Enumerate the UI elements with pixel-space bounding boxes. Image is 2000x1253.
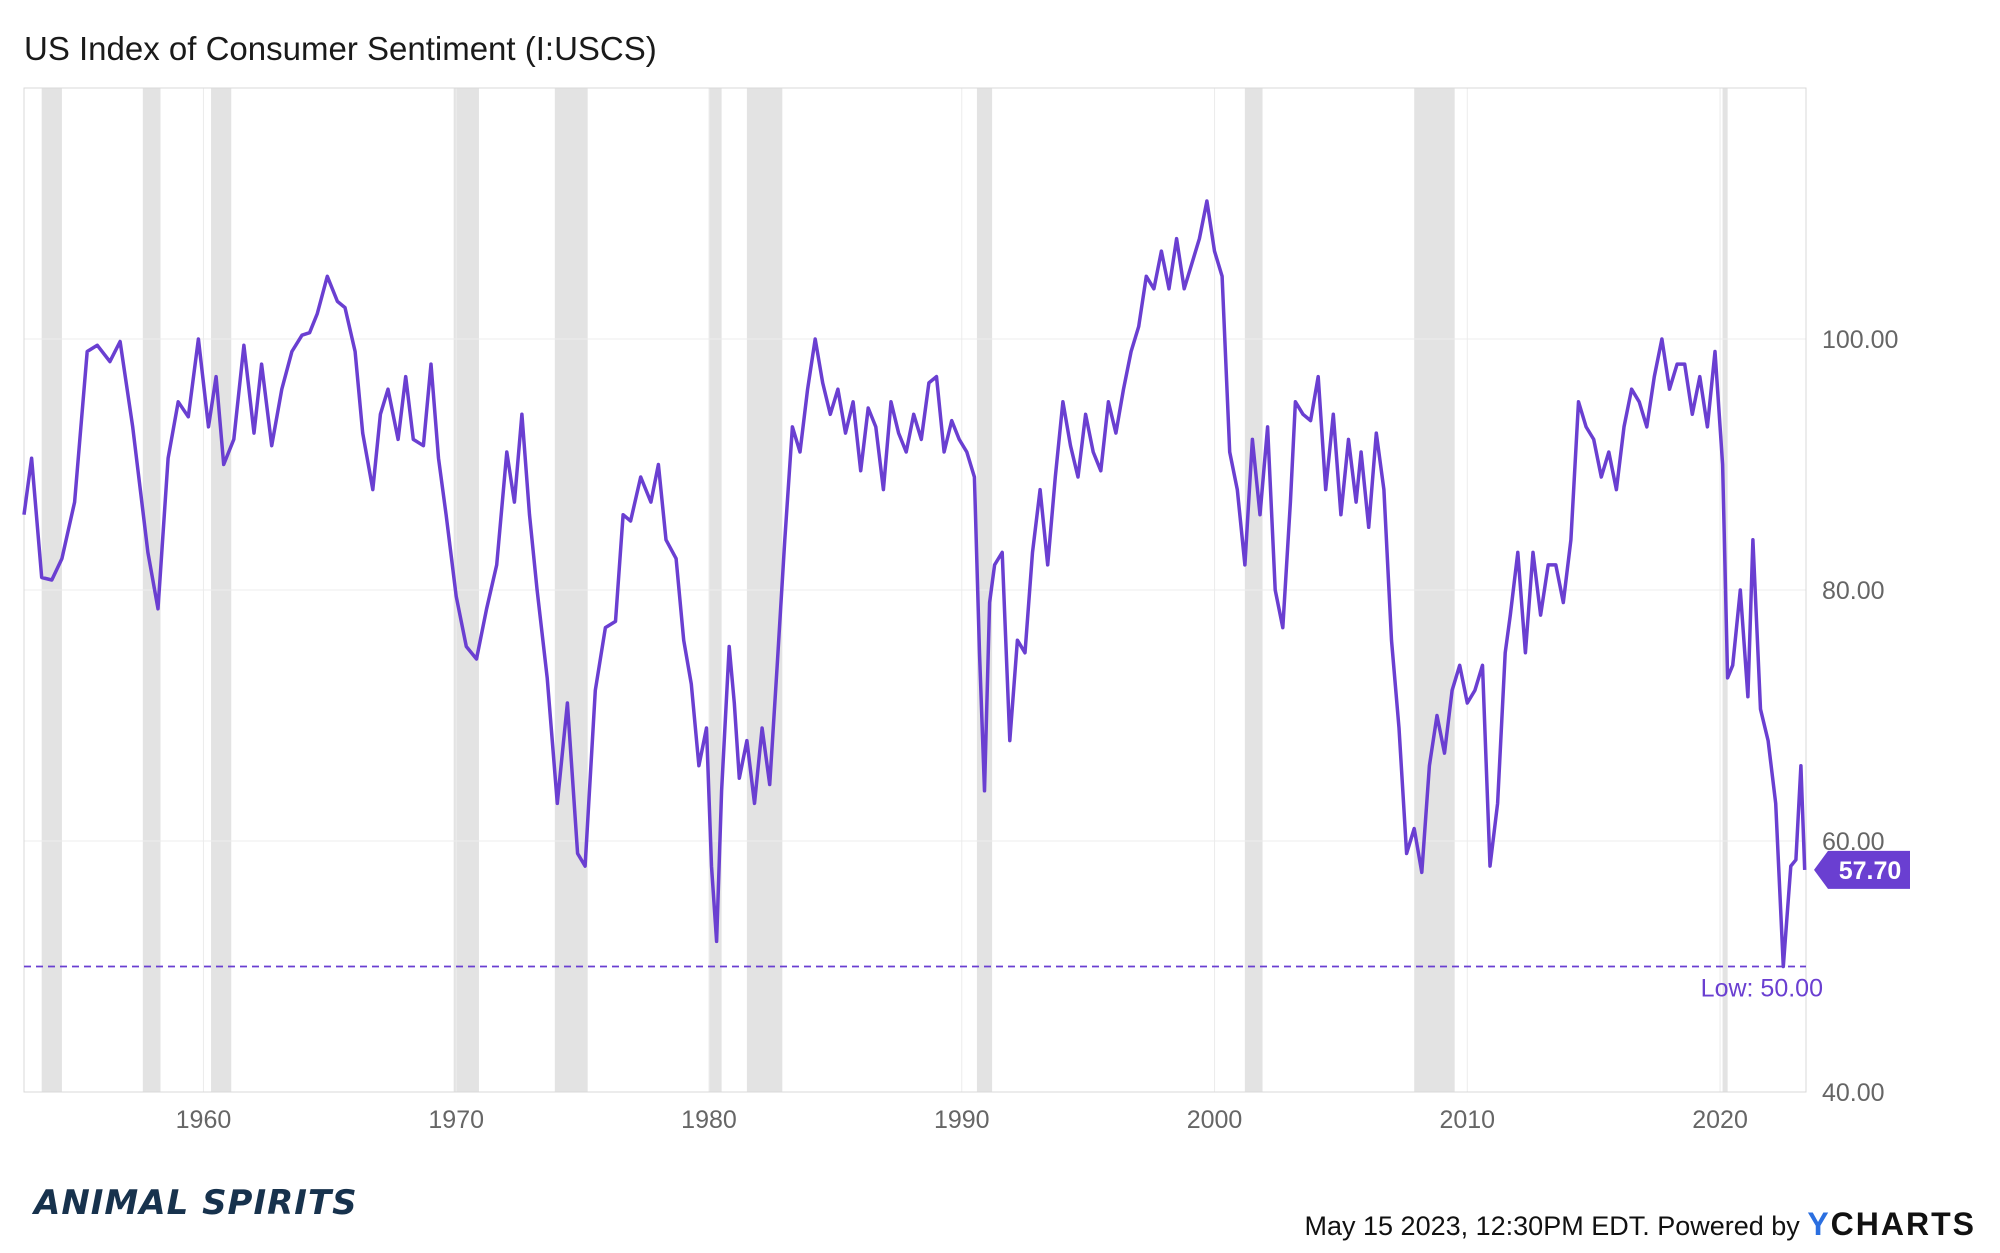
- x-tick-label: 1970: [428, 1106, 484, 1134]
- last-value-label: 57.70: [1839, 857, 1902, 885]
- x-tick-label: 2020: [1692, 1106, 1748, 1134]
- footer-timestamp: May 15 2023, 12:30PM EDT.: [1304, 1211, 1650, 1241]
- chart-title: US Index of Consumer Sentiment (I:USCS): [24, 30, 657, 67]
- animal-spirits-logo: ANIMAL SPIRITS: [34, 1183, 358, 1223]
- last-value-badge: 57.70: [1814, 850, 1910, 889]
- footer: May 15 2023, 12:30PM EDT. Powered by YCH…: [1305, 1206, 1976, 1243]
- x-tick-label: 2000: [1187, 1106, 1243, 1134]
- x-axis-ticks: 1960 1970 1980 1990 2000 2010 2020: [176, 1106, 1748, 1134]
- last-value-badge-shape: [1814, 850, 1910, 889]
- ycharts-logo-text: CHARTS: [1830, 1206, 1976, 1242]
- x-tick-label: 1980: [681, 1106, 737, 1134]
- x-tick-label: 1960: [176, 1106, 232, 1134]
- low-line-group: Low: 50.00: [24, 965, 1823, 1003]
- y-tick-label: 40.00: [1822, 1079, 1885, 1107]
- ycharts-logo-y: Y: [1807, 1206, 1831, 1242]
- plot-frame: [23, 87, 1807, 1093]
- series-line: [22, 199, 1807, 969]
- low-label: Low: 50.00: [1701, 975, 1823, 1003]
- x-tick-label: 2010: [1439, 1106, 1495, 1134]
- footer-powered-by: Powered by: [1657, 1211, 1800, 1241]
- y-tick-label: 100.00: [1822, 326, 1898, 354]
- ycharts-logo[interactable]: YCHARTS: [1807, 1206, 1976, 1242]
- x-tick-label: 1990: [934, 1106, 990, 1134]
- y-tick-label: 80.00: [1822, 577, 1885, 605]
